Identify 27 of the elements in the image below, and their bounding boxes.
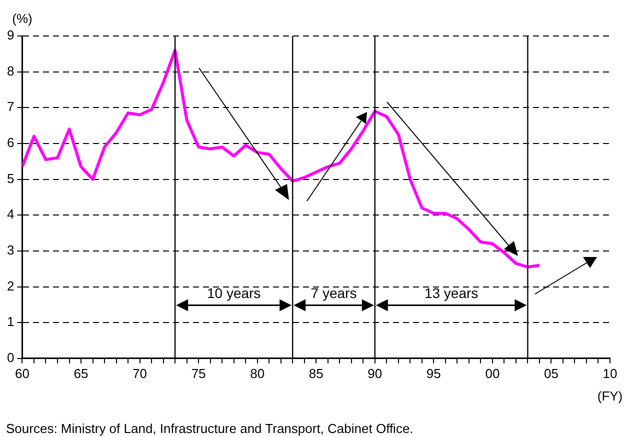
x-tick-label: 75 <box>191 366 206 381</box>
y-tick-label: 8 <box>6 63 14 78</box>
y-tick-label: 4 <box>6 206 14 222</box>
x-tick-label: 60 <box>14 366 30 381</box>
x-tick-label: 70 <box>132 366 148 381</box>
annotation: 7 years <box>310 285 357 302</box>
text: (FY) <box>597 388 623 404</box>
y-tick-label: 5 <box>6 170 14 186</box>
source-note: Sources: Ministry of Land, Infrastructure and Transport, Cabinet Office. <box>6 421 414 436</box>
y-tick-label: 9 <box>6 28 14 43</box>
y-tick-label: 6 <box>6 135 14 150</box>
x-tick-label: 00 <box>485 366 500 381</box>
y-tick-label: 1 <box>6 314 14 330</box>
x-tick-label: 85 <box>308 366 324 381</box>
x-tick-label: 05 <box>544 366 558 381</box>
y-axis-title: (%) <box>12 11 32 26</box>
x-tick-label: 95 <box>426 366 441 381</box>
y-tick-label: 0 <box>6 350 14 365</box>
x-tick-label: 10 <box>602 366 618 381</box>
x-tick-label: 90 <box>368 366 382 381</box>
annotation: 10 years <box>206 285 261 302</box>
x-tick-label: 80 <box>250 366 265 381</box>
y-tick-label: 2 <box>6 278 14 294</box>
y-tick-label: 3 <box>6 242 14 258</box>
x-tick-label: 65 <box>74 366 88 381</box>
y-tick-label: 7 <box>6 99 14 114</box>
annotation: 13 years <box>424 285 478 302</box>
